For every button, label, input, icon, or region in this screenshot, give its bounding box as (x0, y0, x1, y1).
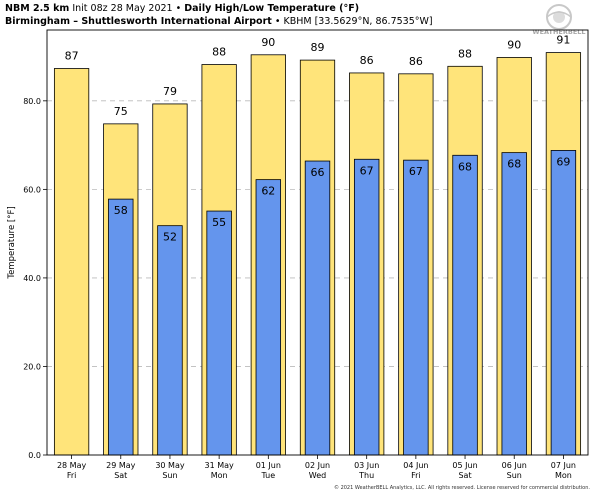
low-data-label: 62 (261, 185, 275, 198)
x-tick-label: 29 May Sat (106, 461, 136, 480)
low-bar (501, 152, 527, 456)
low-data-label: 66 (311, 166, 325, 179)
low-bar (255, 179, 282, 456)
svg-text:WEATHERBELL: WEATHERBELL (532, 28, 585, 36)
high-data-label: 86 (409, 55, 423, 68)
low-data-label: 52 (163, 231, 177, 244)
y-tick-label: 20.0 (23, 362, 41, 371)
high-bar (53, 68, 90, 456)
low-bar (157, 225, 183, 456)
high-data-label: 75 (114, 105, 128, 118)
copyright-text: © 2021 WeatherBELL Analytics, LLC. All r… (334, 484, 590, 491)
high-data-label: 87 (65, 50, 79, 63)
chart-title-line: NBM 2.5 km Init 08z 28 May 2021 • Daily … (5, 3, 359, 14)
low-data-label: 68 (458, 160, 472, 173)
low-bar (353, 158, 380, 456)
x-tick-label: 30 May Sun (155, 461, 185, 480)
y-tick-label: 40.0 (23, 274, 41, 283)
model-name: NBM 2.5 km (5, 3, 70, 14)
x-tick-label: 01 Jun Tue (256, 461, 281, 480)
low-data-label: 55 (212, 216, 226, 229)
y-tick-label: 0.0 (28, 451, 41, 460)
y-tick-label: 60.0 (23, 185, 41, 194)
x-tick-label: 05 Jun Sat (452, 461, 477, 480)
low-bar (550, 150, 577, 456)
low-data-label: 69 (556, 155, 570, 168)
low-data-label: 67 (360, 164, 374, 177)
high-data-label: 90 (261, 36, 275, 49)
low-bar (206, 210, 232, 456)
x-tick-label: 03 Jun Thu (354, 461, 379, 480)
low-bar (108, 198, 134, 456)
low-data-label: 67 (409, 165, 423, 178)
station-info: KBHM [33.5629°N, 86.7535°W] (283, 16, 433, 27)
high-data-label: 91 (556, 34, 570, 47)
low-bar (304, 160, 331, 456)
separator: • (274, 16, 281, 27)
low-data-label: 58 (114, 204, 128, 217)
y-axis-label: Temperature [°F] (7, 206, 17, 279)
chart-title: Daily High/Low Temperature (°F) (184, 3, 360, 14)
low-bar (452, 154, 478, 456)
plot-frame (46, 29, 589, 456)
separator: • (175, 3, 182, 14)
high-data-label: 90 (507, 38, 521, 51)
y-tick-label: 80.0 (23, 97, 41, 106)
x-tick-label: 02 Jun Wed (305, 461, 330, 480)
high-data-label: 88 (212, 46, 226, 59)
x-tick-label: 04 Jun Fri (403, 461, 428, 480)
low-data-label: 68 (507, 158, 521, 171)
x-tick-label: 28 May Fri (57, 461, 87, 480)
x-tick-label: 31 May Mon (205, 461, 235, 480)
station-name: Birmingham – Shuttlesworth International… (5, 16, 272, 27)
station-line: Birmingham – Shuttlesworth International… (5, 16, 433, 27)
init-time: Init 08z 28 May 2021 (72, 3, 173, 14)
x-tick-label: 06 Jun Sun (502, 461, 527, 480)
high-data-label: 86 (360, 54, 374, 67)
high-data-label: 88 (458, 47, 472, 60)
high-data-label: 89 (311, 41, 325, 54)
x-tick-label: 07 Jun Mon (551, 461, 576, 480)
weatherbell-logo: WEATHERBELL (532, 4, 586, 36)
high-data-label: 79 (163, 85, 177, 98)
low-bar (403, 159, 429, 456)
